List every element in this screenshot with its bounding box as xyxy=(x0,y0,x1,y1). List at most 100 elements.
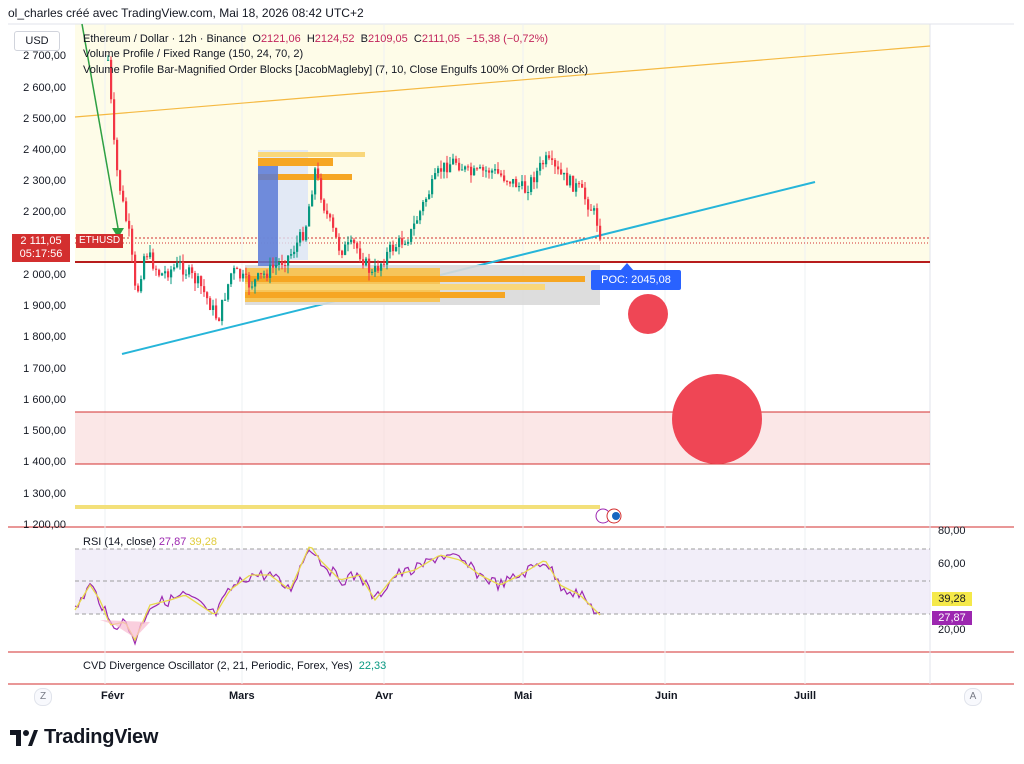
zoom-left-button[interactable]: Z xyxy=(34,688,52,706)
candle-body xyxy=(179,261,182,263)
low-value: 2109,05 xyxy=(368,33,408,45)
candle-body xyxy=(518,185,521,188)
candle-body xyxy=(497,169,500,174)
candle-body xyxy=(293,251,296,255)
rsi-tick: 20,00 xyxy=(938,624,966,636)
price-tick: 1 400,00 xyxy=(23,456,66,468)
candle-body xyxy=(227,284,230,300)
rsi-value-badge: 27,87 xyxy=(932,611,972,625)
indicator-legend-1[interactable]: Volume Profile / Fixed Range (150, 24, 7… xyxy=(83,48,304,60)
candle-body xyxy=(590,209,593,211)
candle-body xyxy=(188,267,191,275)
candle-body xyxy=(434,173,437,180)
candle-body xyxy=(404,243,407,245)
candle-body xyxy=(512,178,515,184)
poc-label[interactable]: POC: 2045,08 xyxy=(591,270,681,290)
candle-body xyxy=(578,183,581,185)
candle-body xyxy=(596,208,599,226)
candle-body xyxy=(422,201,425,212)
change-value: −15,38 (−0,72%) xyxy=(466,33,549,45)
candle-body xyxy=(131,228,134,255)
rsi-ma-badge: 39,28 xyxy=(932,592,972,606)
candle-body xyxy=(209,298,212,310)
highlight-zone xyxy=(75,24,930,262)
rsi-legend[interactable]: RSI (14, close) 27,87 39,28 xyxy=(83,536,217,548)
candle-body xyxy=(470,166,473,176)
candle-body xyxy=(515,178,518,188)
cvd-legend[interactable]: CVD Divergence Oscillator (2, 21, Period… xyxy=(83,660,386,672)
support-zone xyxy=(75,412,930,464)
price-tick: 1 200,00 xyxy=(23,519,66,531)
candlestick-series xyxy=(107,55,602,326)
target-circle-small xyxy=(628,294,668,334)
price-tick: 1 600,00 xyxy=(23,394,66,406)
candle-body xyxy=(254,279,257,287)
auto-scale-button[interactable]: A xyxy=(964,688,982,706)
candle-body xyxy=(230,273,233,285)
candle-body xyxy=(392,244,395,252)
candle-body xyxy=(533,177,536,183)
candle-body xyxy=(311,194,314,207)
time-label: Mars xyxy=(229,690,255,702)
candle-body xyxy=(164,271,167,274)
candle-body xyxy=(506,180,509,182)
candle-body xyxy=(338,236,341,251)
price-tick: 1 300,00 xyxy=(23,488,66,500)
cvd-value: 22,33 xyxy=(358,660,387,672)
candle-body xyxy=(548,155,551,159)
open-label: O xyxy=(252,33,261,45)
candle-body xyxy=(125,201,128,221)
candle-body xyxy=(149,252,152,258)
candle-body xyxy=(284,265,287,267)
candle-body xyxy=(215,305,218,319)
candle-body xyxy=(569,175,572,186)
candle-body xyxy=(557,166,560,170)
candle-body xyxy=(581,183,584,188)
candle-body xyxy=(308,206,311,227)
candle-body xyxy=(563,172,566,175)
price-tick: 2 600,00 xyxy=(23,82,66,94)
orange-trendline[interactable] xyxy=(74,45,931,118)
candle-body xyxy=(329,214,332,218)
rsi-title: RSI (14, close) xyxy=(83,536,156,548)
candle-body xyxy=(413,223,416,230)
candle-body xyxy=(236,267,239,270)
high-label: H xyxy=(306,33,315,45)
candle-body xyxy=(479,167,482,169)
candle-body xyxy=(593,208,596,211)
currency-button[interactable]: USD xyxy=(14,31,60,51)
candle-body xyxy=(560,169,563,175)
candle-body xyxy=(332,217,335,228)
candle-body xyxy=(173,267,176,270)
symbol-legend[interactable]: Ethereum / Dollar · 12h · Binance O2121,… xyxy=(83,33,548,45)
candle-body xyxy=(326,210,329,215)
candle-body xyxy=(224,299,227,301)
candle-body xyxy=(140,279,143,292)
candle-body xyxy=(545,155,548,165)
candle-body xyxy=(368,258,371,273)
candle-body xyxy=(176,262,179,268)
cvd-title: CVD Divergence Oscillator (2, 21, Period… xyxy=(83,660,353,672)
candle-body xyxy=(491,170,494,173)
candle-body xyxy=(344,244,347,255)
candle-body xyxy=(281,262,284,266)
candle-body xyxy=(350,239,353,243)
time-label: Févr xyxy=(101,690,125,702)
ticker-tag: ETHUSD xyxy=(76,234,124,248)
rsi-value: 27,87 xyxy=(158,536,187,548)
price-tick: 2 300,00 xyxy=(23,175,66,187)
candle-body xyxy=(494,169,497,171)
candle-body xyxy=(551,158,554,161)
candle-body xyxy=(407,241,410,244)
candle-body xyxy=(116,139,119,171)
logo-text: TradingView xyxy=(44,726,159,748)
candle-body xyxy=(299,232,302,243)
indicator-legend-2[interactable]: Volume Profile Bar-Magnified Order Block… xyxy=(83,64,589,76)
time-label: Avr xyxy=(375,690,393,702)
candle-body xyxy=(419,211,422,221)
candle-body xyxy=(416,220,419,224)
rsi-tick: 60,00 xyxy=(938,558,966,570)
candle-body xyxy=(251,286,254,288)
candle-body xyxy=(134,254,137,286)
